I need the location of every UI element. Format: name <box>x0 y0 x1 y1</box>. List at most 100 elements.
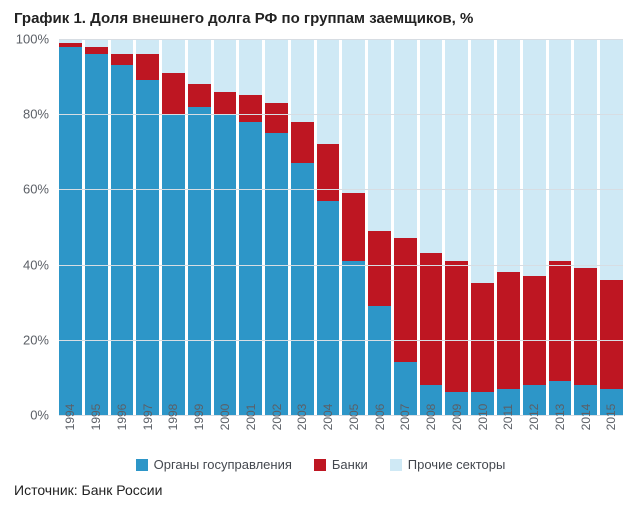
chart-container: График 1. Доля внешнего долга РФ по груп… <box>0 0 641 523</box>
bar-slot <box>342 39 365 415</box>
legend-label: Прочие секторы <box>408 457 506 472</box>
bar <box>239 39 262 415</box>
bar <box>162 39 185 415</box>
bar-segment <box>111 65 134 415</box>
bar-segment <box>574 39 597 268</box>
bar-segment <box>265 39 288 103</box>
x-axis-label: 2015 <box>600 415 623 451</box>
bar-slot <box>265 39 288 415</box>
x-axis-label: 2007 <box>394 415 417 451</box>
bar-segment <box>394 39 417 238</box>
chart-title: График 1. Доля внешнего долга РФ по груп… <box>14 10 629 27</box>
y-axis-label: 100% <box>16 32 59 47</box>
bar-segment <box>162 73 185 114</box>
bar <box>317 39 340 415</box>
y-axis-label: 0% <box>30 408 59 423</box>
bar <box>523 39 546 415</box>
x-axis-label: 1996 <box>111 415 134 451</box>
bar-segment <box>600 280 623 389</box>
x-axis-label: 2003 <box>291 415 314 451</box>
legend-item: Банки <box>314 457 368 472</box>
bar <box>85 39 108 415</box>
legend-swatch <box>136 459 148 471</box>
bar-segment <box>291 39 314 122</box>
bar-slot <box>214 39 237 415</box>
bar-segment <box>214 92 237 115</box>
bar-segment <box>239 122 262 415</box>
bar-segment <box>291 163 314 415</box>
bar <box>471 39 494 415</box>
bar-segment <box>136 54 159 80</box>
bar-segment <box>136 39 159 54</box>
bar <box>497 39 520 415</box>
legend: Органы госуправления Банки Прочие секторы <box>12 457 629 472</box>
x-axis-label: 2010 <box>471 415 494 451</box>
bar-slot <box>85 39 108 415</box>
bar <box>59 39 82 415</box>
bar <box>420 39 443 415</box>
bar-segment <box>368 231 391 306</box>
legend-item: Прочие секторы <box>390 457 506 472</box>
grid-line <box>59 340 623 341</box>
bar-slot <box>291 39 314 415</box>
bar-segment <box>162 39 185 73</box>
x-axis-label: 1994 <box>59 415 82 451</box>
bar-segment <box>136 80 159 415</box>
bar-segment <box>342 261 365 415</box>
bar-slot <box>59 39 82 415</box>
bar-segment <box>523 39 546 276</box>
bar-segment <box>471 283 494 392</box>
bar-segment <box>85 54 108 415</box>
bar-segment <box>497 272 520 389</box>
bar-segment <box>342 39 365 193</box>
legend-swatch <box>390 459 402 471</box>
bar <box>574 39 597 415</box>
bar-segment <box>188 107 211 415</box>
x-axis-label: 2012 <box>523 415 546 451</box>
bar-segment <box>85 47 108 55</box>
bar-segment <box>549 261 572 381</box>
bar-segment <box>265 103 288 133</box>
x-axis-label: 2009 <box>445 415 468 451</box>
bar-slot <box>420 39 443 415</box>
bar-segment <box>420 253 443 385</box>
bar-segment <box>214 39 237 92</box>
bar-segment <box>85 39 108 47</box>
bar-slot <box>394 39 417 415</box>
y-axis-label: 40% <box>23 257 59 272</box>
grid-line <box>59 114 623 115</box>
legend-label: Органы госуправления <box>154 457 292 472</box>
x-axis-label: 2002 <box>265 415 288 451</box>
bar <box>265 39 288 415</box>
bar-slot <box>136 39 159 415</box>
bar <box>111 39 134 415</box>
x-axis-labels: 1994199519961997199819992000200120022003… <box>59 415 623 451</box>
y-axis-label: 60% <box>23 182 59 197</box>
bar-segment <box>239 39 262 95</box>
bar-segment <box>523 276 546 385</box>
bar-segment <box>317 144 340 200</box>
grid-line <box>59 265 623 266</box>
x-axis-label: 2000 <box>214 415 237 451</box>
bar-segment <box>368 306 391 415</box>
legend-item: Органы госуправления <box>136 457 292 472</box>
bar-segment <box>600 39 623 280</box>
x-axis-label: 2001 <box>239 415 262 451</box>
bar <box>188 39 211 415</box>
bar-segment <box>420 39 443 253</box>
bar-segment <box>317 201 340 415</box>
grid-line <box>59 189 623 190</box>
bar-slot <box>239 39 262 415</box>
x-axis-label: 1995 <box>85 415 108 451</box>
bar-slot <box>317 39 340 415</box>
x-axis-label: 2011 <box>497 415 520 451</box>
x-axis-label: 2005 <box>342 415 365 451</box>
bar-segment <box>59 47 82 415</box>
bar-segment <box>265 133 288 415</box>
bar <box>600 39 623 415</box>
bars-group <box>59 39 623 415</box>
chart-box: 0%20%40%60%80%100% 199419951996199719981… <box>58 31 623 451</box>
bar-slot <box>497 39 520 415</box>
bar-segment <box>497 39 520 272</box>
bar-slot <box>549 39 572 415</box>
